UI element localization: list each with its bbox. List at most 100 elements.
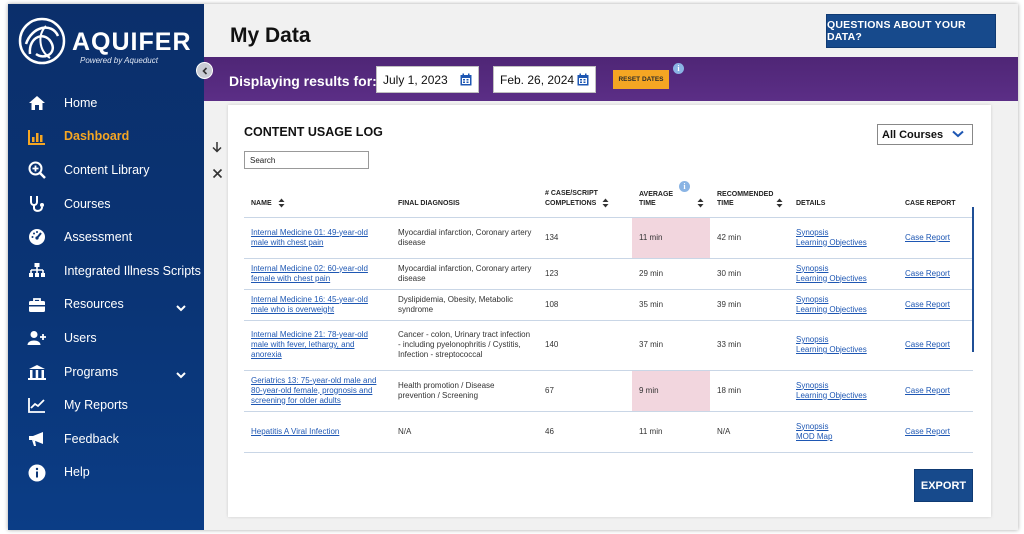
case-name-link[interactable]: Internal Medicine 01: 49-year-old male w… — [251, 227, 368, 247]
sidebar-item-label: Dashboard — [64, 129, 130, 144]
sort-icon[interactable] — [697, 198, 704, 208]
average-time-cell: 29 min — [632, 258, 710, 290]
average-time-cell: 37 min — [632, 320, 710, 371]
average-time-cell: 11 min — [632, 411, 710, 453]
synopsis-link[interactable]: Synopsis — [796, 263, 829, 273]
table-scrollbar[interactable] — [972, 207, 974, 352]
aquifer-logo[interactable]: AQUIFER Powered by Aqueduct — [16, 14, 196, 72]
info-icon[interactable]: i — [673, 63, 684, 74]
case-name-cell: Hepatitis A Viral Infection — [244, 411, 391, 453]
details-cell: Synopsis Learning Objectives — [789, 320, 898, 371]
sidebar-item-assessment[interactable]: Assessment — [8, 220, 204, 254]
sidebar-item-label: Help — [64, 465, 90, 480]
column-header-completions[interactable]: # CASE/SCRIPT COMPLETIONS — [538, 183, 632, 218]
sidebar-item-home[interactable]: Home — [8, 86, 204, 120]
column-header-final-diagnosis: FINAL DIAGNOSIS — [391, 183, 538, 218]
end-date-input[interactable]: Feb. 26, 2024 — [493, 66, 596, 93]
learning-objectives-link[interactable]: Learning Objectives — [796, 345, 867, 354]
completions-cell: 123 — [538, 258, 632, 290]
filter-label: Displaying results for: — [229, 73, 377, 89]
diagnosis-cell: Cancer - colon, Urinary tract infection … — [391, 320, 538, 371]
sidebar-item-feedback[interactable]: Feedback — [8, 422, 204, 456]
case-name-link[interactable]: Hepatitis A Viral Infection — [251, 426, 340, 436]
case-name-link[interactable]: Internal Medicine 02: 60-year-old female… — [251, 263, 368, 283]
table-row: Internal Medicine 01: 49-year-old male w… — [244, 217, 973, 259]
sidebar-item-integrated-illness-scripts[interactable]: Integrated Illness Scripts — [8, 254, 204, 288]
sidebar-item-label: Users — [64, 330, 97, 345]
sidebar-item-label: Feedback — [64, 431, 119, 446]
synopsis-link[interactable]: Synopsis — [796, 294, 829, 304]
completions-cell: 67 — [538, 370, 632, 412]
aquifer-logo-mark-icon — [18, 17, 66, 65]
sidebar-item-my-reports[interactable]: My Reports — [8, 388, 204, 422]
case-report-link[interactable]: Case Report — [905, 268, 950, 278]
sidebar-item-label: Resources — [64, 297, 124, 312]
sidebar-item-programs[interactable]: Programs — [8, 355, 204, 389]
calendar-icon[interactable] — [577, 73, 589, 86]
case-report-cell: Case Report — [898, 217, 973, 259]
synopsis-link[interactable]: Synopsis — [796, 380, 829, 390]
diagnosis-cell: Myocardial infarction, Coronary artery d… — [391, 217, 538, 259]
sidebar-item-resources[interactable]: Resources — [8, 288, 204, 322]
sidebar-item-help[interactable]: Help — [8, 456, 204, 490]
details-cell: Synopsis Learning Objectives — [789, 217, 898, 259]
case-name-cell: Internal Medicine 21: 78-year-old male w… — [244, 320, 391, 371]
learning-objectives-link[interactable]: Learning Objectives — [796, 304, 867, 314]
synopsis-link[interactable]: Synopsis — [796, 227, 829, 237]
column-header-name[interactable]: NAME — [244, 183, 391, 218]
average-time-cell: 35 min — [632, 289, 710, 321]
case-report-link[interactable]: Case Report — [905, 426, 950, 436]
course-filter-select[interactable]: All Courses — [877, 124, 973, 145]
synopsis-link[interactable]: Synopsis — [796, 421, 829, 431]
case-name-link[interactable]: Geriatrics 13: 75-year-old male and 80-y… — [251, 375, 377, 405]
case-report-link[interactable]: Case Report — [905, 340, 950, 349]
case-report-link[interactable]: Case Report — [905, 299, 950, 309]
sidebar-item-label: Integrated Illness Scripts — [64, 263, 201, 278]
course-filter-value: All Courses — [882, 128, 944, 141]
synopsis-link[interactable]: Synopsis — [796, 335, 829, 344]
learning-objectives-link[interactable]: Learning Objectives — [796, 237, 867, 247]
column-header-average-time[interactable]: AVERAGE i TIME — [632, 181, 710, 218]
sort-icon[interactable] — [602, 198, 609, 208]
sort-icon[interactable] — [278, 198, 285, 208]
chevron-down-icon[interactable] — [176, 299, 186, 317]
calendar-icon[interactable] — [460, 73, 472, 86]
learning-objectives-link[interactable]: Learning Objectives — [796, 390, 867, 400]
mod-map-link[interactable]: MOD Map — [796, 431, 833, 441]
content-usage-card: CONTENT USAGE LOG Search All Courses NAM… — [228, 105, 991, 517]
case-name-cell: Internal Medicine 16: 45-year-old male w… — [244, 289, 391, 321]
sidebar-item-courses[interactable]: Courses — [8, 187, 204, 221]
close-icon[interactable] — [210, 166, 224, 180]
questions-about-data-button[interactable]: QUESTIONS ABOUT YOUR DATA? — [826, 14, 996, 48]
case-name-link[interactable]: Internal Medicine 21: 78-year-old male w… — [251, 330, 368, 359]
arrow-down-icon[interactable] — [210, 140, 224, 154]
case-report-link[interactable]: Case Report — [905, 385, 950, 395]
recommended-time-cell: 39 min — [710, 289, 789, 321]
export-button[interactable]: EXPORT — [914, 469, 973, 502]
sidebar-item-dashboard[interactable]: Dashboard — [8, 120, 204, 154]
case-name-link[interactable]: Internal Medicine 16: 45-year-old male w… — [251, 294, 368, 314]
completions-cell: 134 — [538, 217, 632, 259]
start-date-input[interactable]: July 1, 2023 — [376, 66, 479, 93]
table-row: Geriatrics 13: 75-year-old male and 80-y… — [244, 370, 973, 412]
diagnosis-cell: Health promotion / Disease prevention / … — [391, 370, 538, 412]
sidebar-item-users[interactable]: Users — [8, 321, 204, 355]
chevron-down-icon[interactable] — [176, 366, 186, 384]
learning-objectives-link[interactable]: Learning Objectives — [796, 273, 867, 283]
case-name-cell: Internal Medicine 02: 60-year-old female… — [244, 258, 391, 290]
brand-name: AQUIFER — [72, 28, 192, 56]
user-plus-icon — [27, 328, 47, 348]
usage-table: NAME FINAL DIAGNOSIS # CASE/SCRIPT COMPL… — [244, 181, 973, 453]
table-row: Internal Medicine 02: 60-year-old female… — [244, 258, 973, 290]
reset-dates-button[interactable]: RESET DATES — [613, 70, 669, 89]
case-report-link[interactable]: Case Report — [905, 232, 950, 242]
sort-icon[interactable] — [776, 198, 783, 208]
sidebar-item-label: Courses — [64, 196, 111, 211]
collapse-sidebar-button[interactable] — [196, 62, 213, 79]
column-header-recommended-time[interactable]: RECOMMENDED TIME — [710, 183, 789, 218]
building-icon — [27, 362, 47, 382]
column-header-case-report: CASE REPORT — [898, 183, 973, 218]
info-icon[interactable]: i — [679, 181, 690, 192]
sidebar-item-content-library[interactable]: Content Library — [8, 153, 204, 187]
search-input[interactable]: Search — [244, 151, 369, 169]
